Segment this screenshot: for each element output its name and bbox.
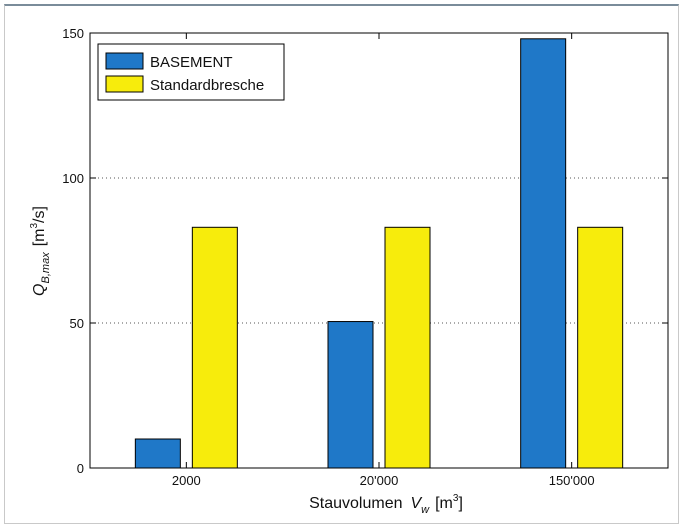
- x-axis-title: Stauvolumen Vw [m3]: [309, 493, 463, 516]
- bar-basement-2: [520, 38, 567, 469]
- bars: [134, 38, 624, 469]
- bar-standardbresche-0: [191, 226, 238, 469]
- bar-basement-0: [134, 438, 181, 469]
- y-tick-label: 0: [77, 461, 84, 476]
- x-tick-label: 150'000: [549, 473, 595, 488]
- x-tick-label: 2000: [172, 473, 201, 488]
- bar-basement-1: [327, 321, 374, 469]
- x-tick-label: 20'000: [360, 473, 399, 488]
- legend-label-standardbresche: Standardbresche: [150, 77, 264, 94]
- y-axis-title: QB,max[m3/s]: [29, 206, 52, 296]
- legend-swatch-standardbresche: [105, 75, 144, 93]
- bar-standardbresche-1: [384, 226, 431, 469]
- legend-label-basement: BASEMENT: [150, 54, 233, 71]
- y-tick-label: 50: [70, 316, 84, 331]
- grid-lines: [90, 177, 668, 324]
- legend: BASEMENT Standardbresche: [97, 43, 285, 101]
- legend-swatch-basement: [105, 52, 144, 70]
- bar-standardbresche-2: [577, 226, 624, 469]
- axis-ticks: 0 50 100 150 2000 20'000 150'000: [62, 26, 668, 488]
- y-tick-label: 150: [62, 26, 84, 41]
- y-tick-label: 100: [62, 171, 84, 186]
